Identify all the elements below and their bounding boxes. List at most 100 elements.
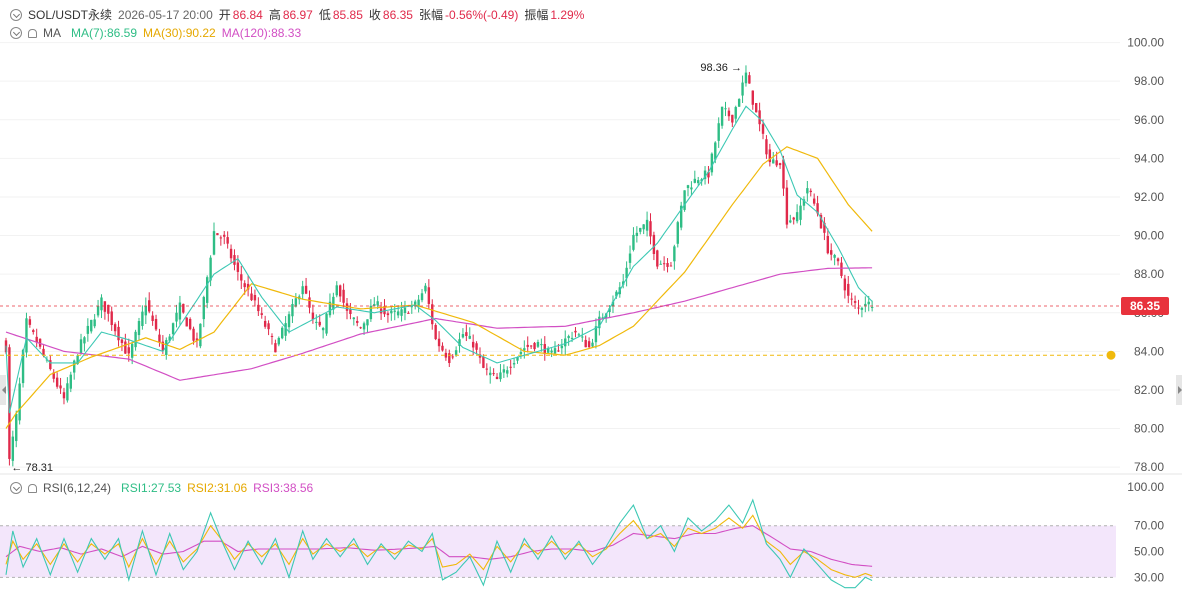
candle [277,337,280,345]
candle [294,298,298,307]
candle [69,374,72,389]
symbol-name[interactable]: SOL/USDT永续 [28,8,113,22]
candle [130,343,134,358]
candle [707,171,710,178]
candle [168,336,171,341]
candle [792,217,795,220]
price-tick-label: 92.00 [1134,190,1164,204]
candle [819,214,823,229]
rsi3-legend: RSI3:38.56 [253,481,314,495]
candle [673,246,676,262]
rsi-tick-label: 30.00 [1134,570,1164,584]
candle [690,187,693,190]
candle [489,372,492,376]
candle [216,233,219,236]
candle [830,250,833,255]
candle [772,159,775,164]
candle [134,331,137,348]
candle [420,293,424,301]
candle [335,285,338,296]
candle [103,301,107,312]
candle [366,319,369,326]
candle [267,323,270,330]
candle [577,334,581,336]
candle [219,237,223,239]
price-tick-label: 90.00 [1134,229,1164,243]
ma120-line [5,267,873,381]
amplitude-value: 1.29% [550,8,585,22]
candle [240,274,243,281]
rsi-bell-icon[interactable] [28,484,37,493]
candle [178,302,182,320]
amplitude-label: 振幅 [524,8,549,22]
candle [318,321,321,326]
candle [441,345,444,351]
candle [35,336,38,343]
candle [38,338,42,347]
candle [291,304,294,317]
candle [659,263,662,265]
ma-label[interactable]: MA [43,26,61,40]
candle [506,370,509,374]
candle [205,277,209,303]
close-label: 收 [368,8,381,22]
candle [536,342,540,347]
candle [21,349,25,384]
candle [492,373,495,375]
candle [748,75,751,84]
candle [686,185,690,189]
candle [697,180,700,184]
high-value: 86.97 [282,8,313,22]
ohlc-header: SOL/USDT永续 2026-05-17 20:00 开 86.84 高 86.97 低 8… [10,7,590,23]
price-tick-label: 100.00 [1127,36,1164,50]
candle [700,179,703,182]
candle [867,301,870,305]
candle [308,297,311,308]
low-value: 85.85 [332,8,363,22]
candle [734,107,737,119]
candle [396,311,400,316]
candle [744,72,748,84]
price-tick-label: 96.00 [1134,113,1164,127]
candle [710,153,714,173]
candle [853,301,857,303]
close-value: 86.35 [382,8,413,22]
ma-toggle-icon[interactable] [10,27,22,39]
change-label: 张幅 [418,8,443,22]
candle [615,291,618,297]
candle [359,327,362,329]
candle [175,312,178,322]
collapse-toggle-icon[interactable] [10,9,22,21]
candle [59,385,62,389]
candle [107,304,110,314]
rsi-label[interactable]: RSI(6,12,24) [43,481,112,495]
candle [62,392,66,399]
candle [611,301,615,307]
ma30-line [5,146,873,429]
candle [195,338,199,341]
candle [137,320,141,336]
candle [669,265,673,267]
change-value: -0.56%(-0.49) [444,8,519,22]
candle [325,313,328,334]
candle [386,313,390,316]
candle [806,188,809,194]
ma120-legend: MA(120):88.33 [221,26,302,40]
candle [93,319,96,327]
bell-icon[interactable] [28,29,37,38]
candle [622,281,625,285]
current-price-value: 86.35 [1130,299,1160,313]
scroll-left-icon[interactable] [0,375,6,405]
candle [635,232,639,237]
candle [451,356,454,358]
candle [782,159,785,189]
candle [18,383,21,421]
candle [437,338,441,347]
rsi-toggle-icon[interactable] [10,482,22,494]
scroll-right-icon[interactable] [1176,375,1182,405]
candle [414,301,417,305]
ma7-line [5,105,873,414]
candle [253,294,257,301]
candle [468,335,471,339]
